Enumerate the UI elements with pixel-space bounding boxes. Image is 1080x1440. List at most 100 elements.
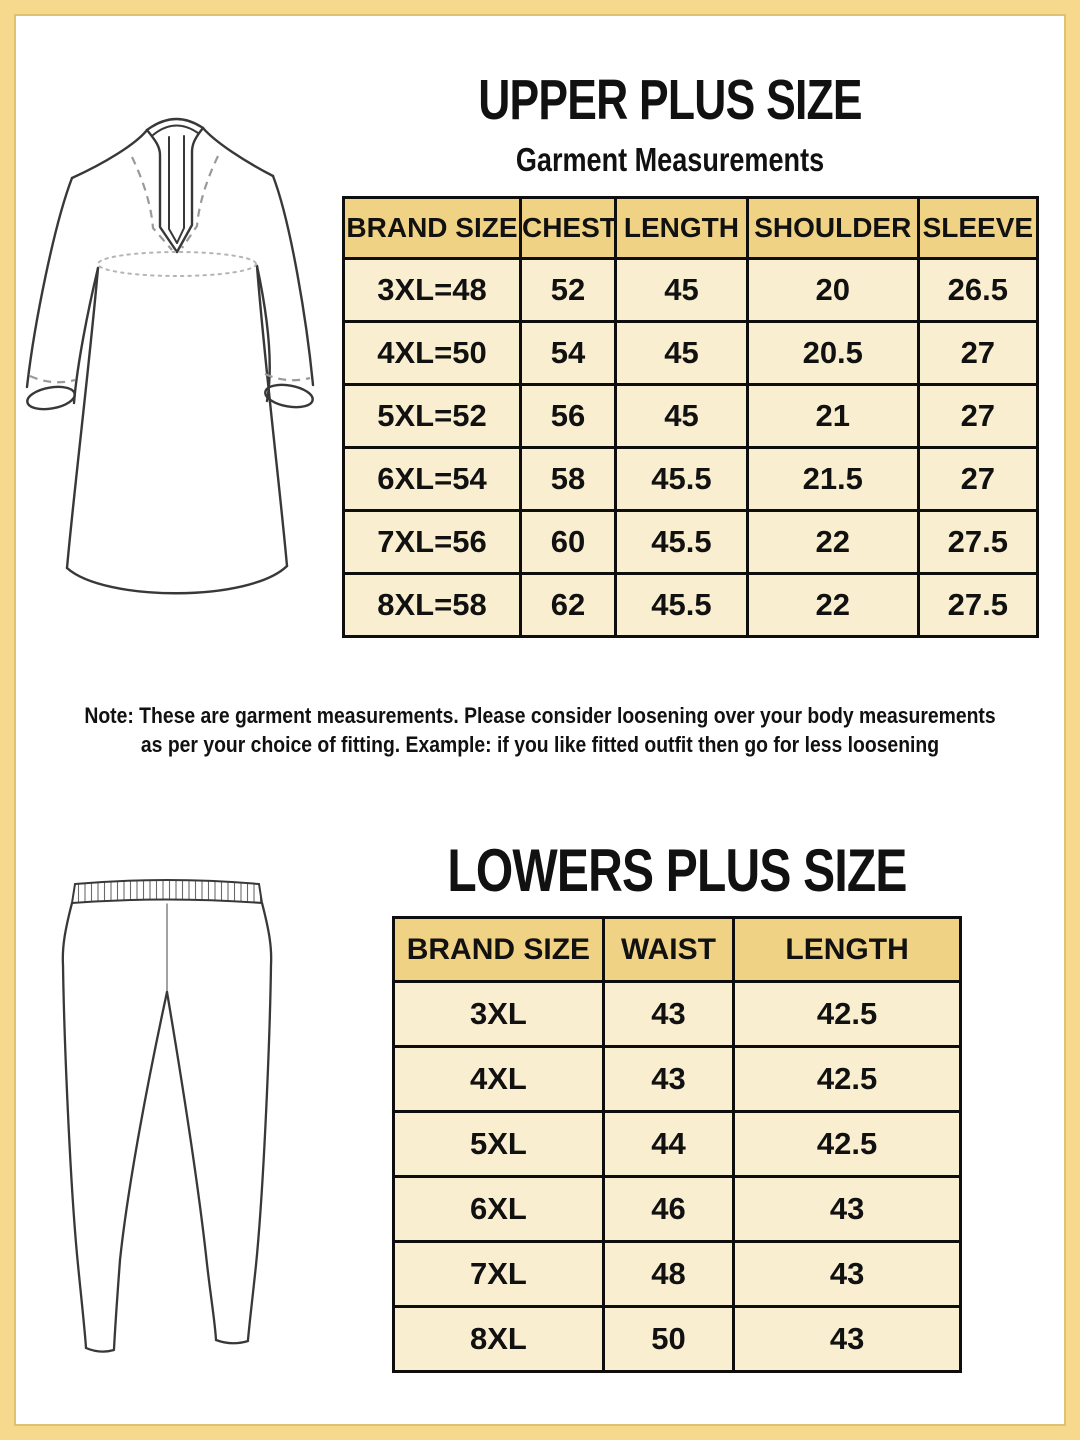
upper-size-table: BRAND SIZE CHEST LENGTH SHOULDER SLEEVE 3XL=…	[342, 196, 1040, 638]
table-cell: 26.5	[916, 257, 1040, 323]
table-cell: 54	[518, 320, 618, 386]
placket-strip-left	[168, 136, 178, 244]
table-cell: 27.5	[916, 509, 1040, 575]
left-cuff	[26, 385, 76, 411]
table-cell: 27	[916, 383, 1040, 449]
table-row: 8XL=58 62 45.5 22 27.5	[342, 572, 1040, 638]
left-cuff-dash	[29, 374, 76, 384]
table-row: 6XL 46 43	[392, 1175, 962, 1243]
column-header: BRAND SIZE	[392, 916, 605, 983]
table-cell: 43	[601, 1045, 736, 1113]
note-line-1: Note: These are garment measurements. Pl…	[84, 703, 996, 728]
table-row: 8XL 50 43	[392, 1305, 962, 1373]
table-row: 4XL=50 54 45 20.5 27	[342, 320, 1040, 386]
table-row: 5XL 44 42.5	[392, 1110, 962, 1178]
left-leg-inner	[112, 990, 169, 1351]
left-hem	[84, 1346, 116, 1353]
table-cell: 27	[916, 320, 1040, 386]
right-shoulder	[201, 126, 275, 178]
right-leg-outer	[246, 901, 273, 1342]
kurta-outline	[25, 117, 315, 595]
table-cell: 8XL=58	[342, 572, 522, 638]
table-cell: 46	[601, 1175, 736, 1243]
chest-dotted-line	[97, 251, 257, 277]
table-cell: 50	[601, 1305, 736, 1373]
upper-header-row: BRAND SIZE CHEST LENGTH SHOULDER SLEEVE	[342, 196, 1040, 260]
table-cell: 27.5	[916, 572, 1040, 638]
left-sleeve-inner	[72, 266, 100, 405]
table-cell: 45	[614, 257, 749, 323]
column-header: LENGTH	[732, 916, 962, 983]
table-cell: 20.5	[745, 320, 920, 386]
table-cell: 45.5	[614, 509, 749, 575]
right-sleeve-outer	[271, 174, 315, 387]
placket-outer-left	[145, 128, 179, 254]
table-cell: 43	[732, 1240, 962, 1308]
table-cell: 45.5	[614, 446, 749, 512]
table-cell: 21.5	[745, 446, 920, 512]
table-cell: 52	[518, 257, 618, 323]
lower-section-title: LOWERS PLUS SIZE	[447, 837, 907, 904]
table-cell: 3XL=48	[342, 257, 522, 323]
upper-section-title: UPPER PLUS SIZE	[478, 68, 862, 132]
table-cell: 7XL=56	[342, 509, 522, 575]
right-yoke-dash	[181, 155, 219, 249]
table-cell: 5XL	[392, 1110, 605, 1178]
table-row: 3XL=48 52 45 20 26.5	[342, 257, 1040, 323]
collar-inner-arc	[152, 124, 199, 136]
right-body-side	[255, 264, 289, 568]
placket-outer-right	[175, 126, 205, 254]
table-row: 7XL=56 60 45.5 22 27.5	[342, 509, 1040, 575]
table-cell: 42.5	[732, 1045, 962, 1113]
collar-outer-arc	[145, 117, 205, 132]
column-header: SHOULDER	[745, 196, 920, 260]
table-row: 4XL 43 42.5	[392, 1045, 962, 1113]
table-cell: 43	[732, 1175, 962, 1243]
table-cell: 42.5	[732, 1110, 962, 1178]
table-cell: 48	[601, 1240, 736, 1308]
column-header: CHEST	[518, 196, 618, 260]
table-cell: 44	[601, 1110, 736, 1178]
column-header: WAIST	[601, 916, 736, 983]
table-cell: 8XL	[392, 1305, 605, 1373]
pants-outline	[61, 879, 273, 1353]
left-yoke-dash	[131, 156, 173, 251]
table-cell: 5XL=52	[342, 383, 522, 449]
table-cell: 22	[745, 572, 920, 638]
table-cell: 43	[601, 980, 736, 1048]
table-cell: 45.5	[614, 572, 749, 638]
lower-size-table: BRAND SIZE WAIST LENGTH 3XL 43 42.5 4XL 43 42.5…	[392, 916, 962, 1373]
table-cell: 20	[745, 257, 920, 323]
column-header: LENGTH	[614, 196, 749, 260]
table-cell: 7XL	[392, 1240, 605, 1308]
table-cell: 58	[518, 446, 618, 512]
table-cell: 45	[614, 383, 749, 449]
left-leg-outer	[61, 901, 88, 1350]
hem-curve	[65, 564, 289, 595]
table-cell: 27	[916, 446, 1040, 512]
table-cell: 42.5	[732, 980, 962, 1048]
right-cuff-dash	[264, 372, 311, 382]
waistband	[70, 879, 264, 905]
note-line-2: as per your choice of fitting. Example: …	[140, 732, 940, 757]
column-header: SLEEVE	[916, 196, 1040, 260]
kurta-illustration	[25, 117, 315, 595]
left-body-side	[65, 266, 100, 570]
left-sleeve-outer	[25, 176, 74, 389]
right-cuff	[264, 383, 314, 409]
table-row: 7XL 48 43	[392, 1240, 962, 1308]
kurta-yoke-dashes	[29, 155, 311, 384]
table-cell: 21	[745, 383, 920, 449]
measurement-note: Note: These are garment measurements. Pl…	[65, 701, 1015, 759]
lower-header-row: BRAND SIZE WAIST LENGTH	[392, 916, 962, 983]
table-row: 5XL=52 56 45 21 27	[342, 383, 1040, 449]
table-cell: 22	[745, 509, 920, 575]
pants-illustration	[61, 879, 273, 1353]
table-cell: 6XL	[392, 1175, 605, 1243]
right-leg-inner	[165, 990, 218, 1342]
table-cell: 3XL	[392, 980, 605, 1048]
placket-strip-right	[176, 135, 185, 244]
table-row: 6XL=54 58 45.5 21.5 27	[342, 446, 1040, 512]
column-header: BRAND SIZE	[342, 196, 522, 260]
